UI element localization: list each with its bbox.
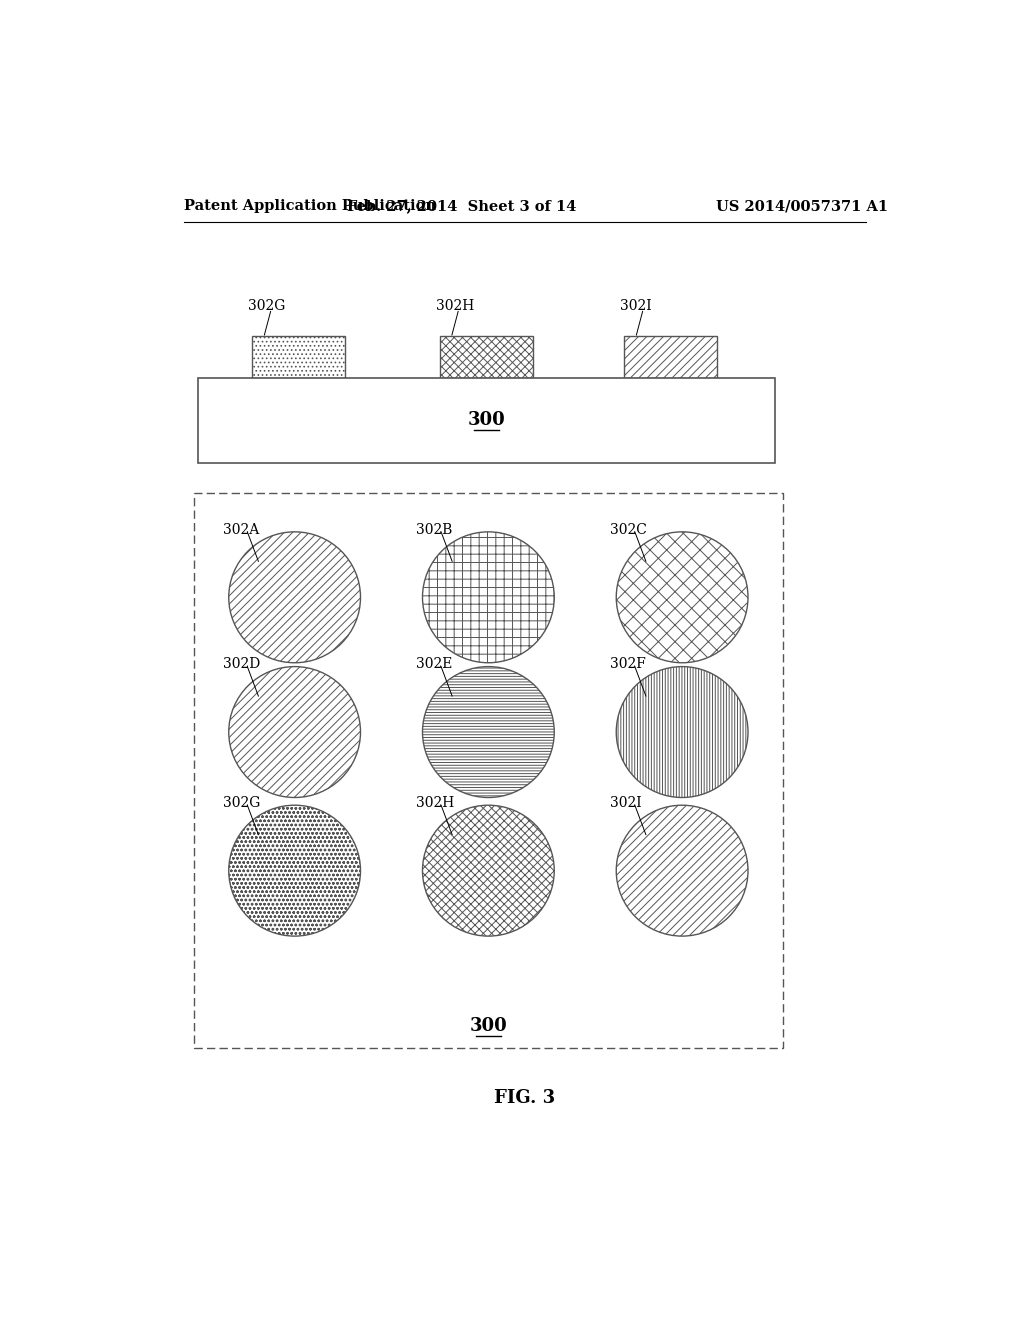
Ellipse shape (423, 805, 554, 936)
Ellipse shape (616, 805, 748, 936)
Text: FIG. 3: FIG. 3 (495, 1089, 555, 1106)
Text: 302H: 302H (435, 300, 474, 313)
Ellipse shape (616, 532, 748, 663)
Ellipse shape (423, 532, 554, 663)
Text: 300: 300 (468, 412, 505, 429)
Text: 302I: 302I (621, 300, 651, 313)
Text: 300: 300 (469, 1018, 507, 1035)
Text: 302I: 302I (610, 796, 642, 810)
Text: 302H: 302H (417, 796, 455, 810)
Ellipse shape (228, 805, 360, 936)
Text: 302A: 302A (222, 523, 259, 537)
Text: Patent Application Publication: Patent Application Publication (183, 199, 436, 213)
Bar (624, 335, 717, 378)
Ellipse shape (616, 667, 748, 797)
Text: 302C: 302C (610, 523, 647, 537)
Text: US 2014/0057371 A1: US 2014/0057371 A1 (716, 199, 888, 213)
Text: Feb. 27, 2014  Sheet 3 of 14: Feb. 27, 2014 Sheet 3 of 14 (346, 199, 575, 213)
Bar (439, 335, 532, 378)
Text: 302G: 302G (248, 300, 286, 313)
Ellipse shape (228, 667, 360, 797)
Text: 302B: 302B (417, 523, 453, 537)
Ellipse shape (228, 532, 360, 663)
Text: 302D: 302D (222, 657, 260, 672)
Bar (252, 335, 345, 378)
Ellipse shape (423, 667, 554, 797)
Text: 302G: 302G (222, 796, 260, 810)
Bar (194, 494, 783, 1048)
Bar (198, 378, 775, 462)
Text: 302F: 302F (610, 657, 646, 672)
Text: 302E: 302E (417, 657, 453, 672)
